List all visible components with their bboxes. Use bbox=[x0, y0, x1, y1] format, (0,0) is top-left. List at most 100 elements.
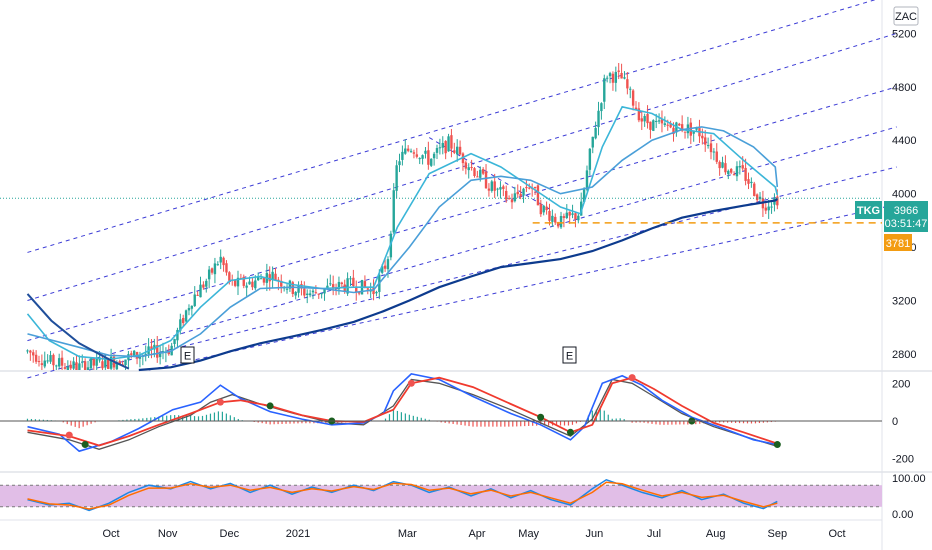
candle-body bbox=[401, 151, 404, 160]
candle-body bbox=[412, 152, 416, 154]
candle-body bbox=[150, 346, 153, 350]
candle-body bbox=[732, 174, 736, 176]
candle-body bbox=[207, 269, 211, 280]
candle-body bbox=[712, 151, 716, 153]
candle-body bbox=[496, 188, 499, 190]
candle-body bbox=[355, 287, 358, 293]
macd-cross-dot bbox=[566, 428, 574, 436]
candle-body bbox=[493, 181, 496, 191]
candle-body bbox=[92, 358, 95, 366]
moving-average-slow-line bbox=[138, 198, 778, 372]
candle-body bbox=[66, 366, 70, 370]
ticker-tag-box bbox=[855, 201, 882, 219]
earnings-marker[interactable]: E bbox=[562, 346, 577, 364]
earnings-marker[interactable]: E bbox=[180, 346, 195, 364]
candle-body bbox=[326, 285, 329, 290]
rsi-tick-label: 100.00 bbox=[892, 473, 926, 485]
candle-body bbox=[695, 128, 698, 130]
currency-badge-box bbox=[893, 6, 919, 26]
candle-body bbox=[758, 196, 762, 200]
candle-body bbox=[107, 358, 110, 369]
candle-body bbox=[505, 190, 508, 200]
candle-body bbox=[585, 170, 589, 190]
candle-body bbox=[104, 357, 107, 368]
time-tick-label: Dec bbox=[220, 528, 240, 540]
candle-body bbox=[611, 73, 615, 83]
candle-body bbox=[205, 280, 208, 287]
candle-body bbox=[187, 308, 191, 311]
macd-cross-dot bbox=[81, 441, 89, 449]
candle-body bbox=[470, 167, 473, 169]
candle-body bbox=[481, 169, 485, 174]
candle-body bbox=[352, 277, 355, 287]
earnings-marker-label: E bbox=[184, 351, 191, 363]
candle-body bbox=[608, 73, 612, 77]
candle-body bbox=[242, 276, 245, 286]
candle-body bbox=[525, 187, 528, 189]
candle-body bbox=[623, 77, 626, 79]
time-tick-label: Apr bbox=[468, 528, 485, 540]
candle-body bbox=[663, 123, 667, 126]
candle-body bbox=[406, 148, 410, 151]
candle-body bbox=[268, 274, 271, 282]
candle-body bbox=[372, 287, 375, 295]
currency-badge-label: ZAC bbox=[895, 11, 917, 23]
price-tick-label: 5200 bbox=[892, 28, 916, 40]
candle-body bbox=[631, 90, 635, 106]
candle-body bbox=[216, 264, 220, 266]
macd-cross-dot bbox=[266, 402, 274, 410]
candle-body bbox=[306, 293, 309, 296]
candle-body bbox=[331, 284, 335, 289]
candle-body bbox=[55, 365, 58, 367]
candle-body bbox=[548, 210, 551, 221]
channel-line bbox=[27, 0, 876, 253]
candle-body bbox=[603, 78, 606, 102]
candle-body bbox=[69, 364, 72, 369]
candle-body bbox=[357, 291, 361, 294]
candle-body bbox=[32, 352, 35, 356]
candle-body bbox=[640, 118, 643, 122]
candle-body bbox=[83, 361, 87, 370]
candle-body bbox=[98, 359, 101, 361]
currency-badge[interactable]: ZAC bbox=[893, 6, 919, 26]
axes: 28003200360040004400480052002000-200100.… bbox=[0, 28, 926, 540]
candle-body bbox=[219, 256, 222, 263]
candle-body bbox=[199, 284, 202, 298]
time-tick-label: Jul bbox=[647, 528, 661, 540]
candle-body bbox=[571, 213, 574, 215]
candle-body bbox=[614, 71, 618, 83]
candle-body bbox=[346, 278, 349, 294]
candle-body bbox=[130, 353, 133, 355]
candle-body bbox=[320, 293, 323, 295]
candle-body bbox=[617, 70, 620, 72]
candle-body bbox=[427, 150, 430, 165]
candle-body bbox=[190, 305, 194, 309]
price-tag-box bbox=[884, 201, 928, 232]
candle-body bbox=[75, 362, 78, 370]
candle-body bbox=[487, 188, 491, 191]
candle-body bbox=[750, 181, 753, 184]
candle-body bbox=[251, 281, 254, 288]
candle-body bbox=[124, 359, 127, 366]
candle-body bbox=[43, 360, 46, 367]
candle-body bbox=[767, 206, 770, 211]
candle-body bbox=[101, 361, 104, 369]
candle-body bbox=[395, 165, 398, 191]
candle-body bbox=[657, 120, 661, 122]
candle-body bbox=[144, 353, 147, 355]
candle-body bbox=[337, 281, 341, 290]
candle-body bbox=[173, 339, 176, 344]
candle-body bbox=[450, 135, 453, 149]
candle-body bbox=[392, 190, 395, 233]
candle-body bbox=[222, 257, 225, 266]
price-tick-label: 2800 bbox=[892, 349, 916, 361]
candle-body bbox=[415, 154, 419, 157]
candle-body bbox=[202, 284, 205, 288]
candle-body bbox=[672, 127, 675, 135]
candle-body bbox=[424, 150, 427, 154]
candle-body bbox=[213, 263, 217, 275]
candle-body bbox=[225, 263, 228, 273]
earnings-marker-box bbox=[180, 346, 195, 364]
macd-tick-label: 200 bbox=[892, 378, 910, 390]
